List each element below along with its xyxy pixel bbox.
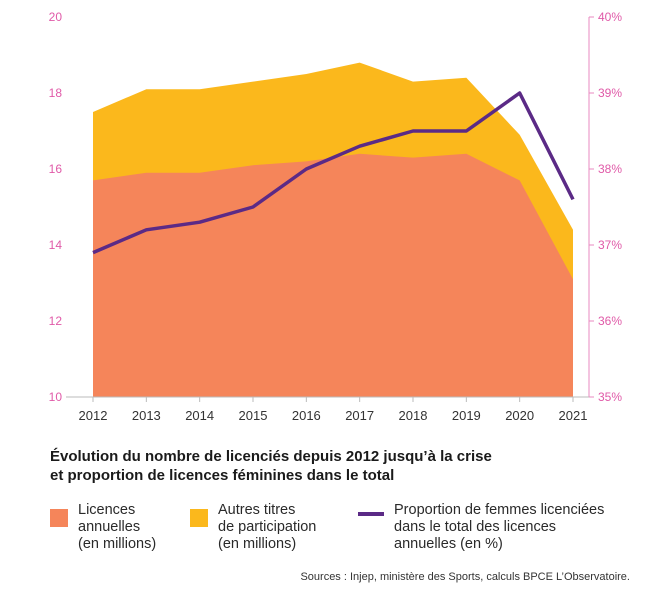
x-tick-label: 2018	[399, 408, 428, 423]
x-tick-label: 2014	[185, 408, 214, 423]
x-tick-label: 2015	[239, 408, 268, 423]
area-licences-annuelles	[93, 153, 573, 397]
legend-item-autres: Autres titres de participation (en milli…	[190, 502, 316, 553]
legend-item-proportion: Proportion de femmes licenciées dans le …	[358, 502, 604, 553]
y-right-tick-label: 40%	[598, 10, 622, 24]
x-tick-label: 2013	[132, 408, 161, 423]
source-note: Sources : Injep, ministère des Sports, c…	[300, 571, 630, 583]
legend-swatch-licences	[50, 509, 68, 527]
y-left-tick-label: 16	[49, 162, 63, 176]
y-left-tick-label: 12	[49, 314, 63, 328]
chart-svg: 10 12 14 16 18 20 35% 36% 37% 38% 39% 40% 2012 2013 20…	[49, 10, 623, 423]
legend-label-licences: Licences annuelles (en millions)	[78, 502, 157, 552]
x-tick-label: 2020	[505, 408, 534, 423]
legend-label-proportion: Proportion de femmes licenciées dans le …	[394, 502, 605, 552]
y-left-tick-label: 10	[49, 390, 63, 404]
legend-label-autres: Autres titres de participation (en milli…	[218, 502, 317, 552]
y-right-tick-label: 37%	[598, 238, 622, 252]
x-tick-label: 2021	[559, 408, 588, 423]
y-right-tick-label: 36%	[598, 314, 622, 328]
legend-swatch-proportion	[358, 512, 384, 516]
y-right-tick-label: 38%	[598, 162, 622, 176]
y-right-tick-label: 39%	[598, 86, 622, 100]
x-tick-label: 2017	[345, 408, 374, 423]
y-left-tick-label: 20	[49, 10, 63, 24]
legend-swatch-autres	[190, 509, 208, 527]
x-tick-label: 2016	[292, 408, 321, 423]
chart-lines	[92, 91, 575, 255]
chart-ticks: 10 12 14 16 18 20 35% 36% 37% 38% 39% 40% 2012 2013 20…	[49, 10, 623, 423]
x-tick-label: 2019	[452, 408, 481, 423]
y-right-tick-label: 35%	[598, 390, 622, 404]
legend-item-licences: Licences annuelles (en millions)	[50, 502, 156, 553]
chart-title: Évolution du nombre de licenciés depuis …	[50, 448, 492, 484]
chart-areas	[93, 62, 573, 397]
chart-axes	[66, 17, 590, 398]
x-tick-label: 2012	[79, 408, 108, 423]
y-left-tick-label: 14	[49, 238, 63, 252]
y-left-tick-label: 18	[49, 86, 63, 100]
line-proportion-femmes	[92, 91, 575, 255]
